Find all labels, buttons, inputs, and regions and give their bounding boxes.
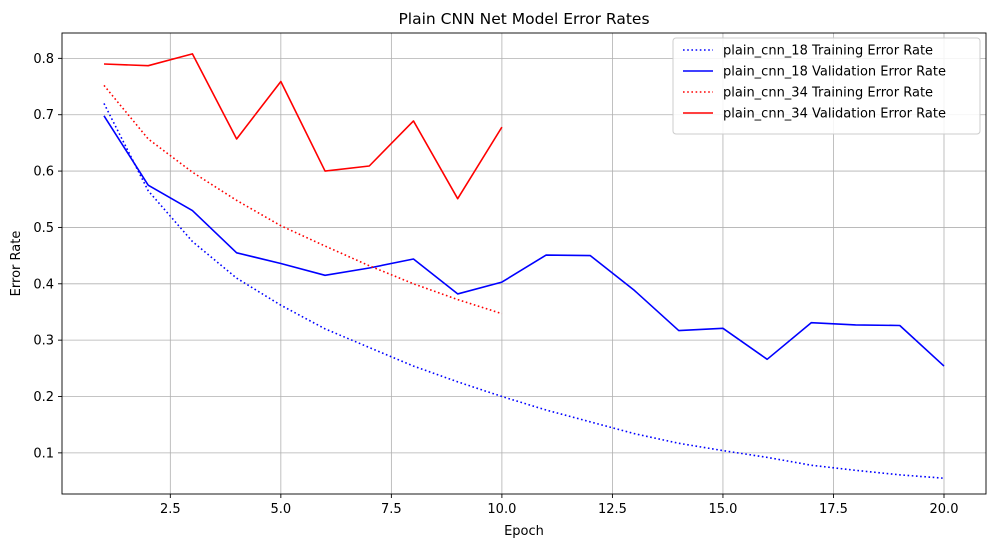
y-tick-label: 0.3 <box>33 334 54 349</box>
plot-area <box>61 32 987 495</box>
legend-entry: plain_cnn_18 Validation Error Rate <box>723 65 946 80</box>
x-axis-label: Epoch <box>504 524 544 539</box>
series-line-4 <box>103 53 503 200</box>
y-tick-label: 0.2 <box>33 390 54 405</box>
series-layer <box>103 53 945 480</box>
series-line-3 <box>103 84 503 315</box>
y-tick-label: 0.8 <box>33 52 54 67</box>
y-tick-label: 0.4 <box>33 277 54 292</box>
legend-entry: plain_cnn_18 Training Error Rate <box>723 44 933 59</box>
y-tick-label: 0.5 <box>33 221 54 236</box>
y-axis: 0.1 0.2 0.3 0.4 0.5 0.6 0.7 0.8 <box>33 52 62 461</box>
legend-entry: plain_cnn_34 Training Error Rate <box>723 86 933 101</box>
legend: plain_cnn_18 Training Error Rate plain_cn… <box>672 37 981 135</box>
legend-box <box>672 37 981 135</box>
x-tick-label: 15.0 <box>708 502 737 517</box>
y-axis-label: Error Rate <box>9 231 24 297</box>
x-tick-label: 10.0 <box>487 502 516 517</box>
legend-entry: plain_cnn_34 Validation Error Rate <box>723 107 946 122</box>
x-tick-label: 5.0 <box>270 502 291 517</box>
x-tick-label: 7.5 <box>381 502 402 517</box>
x-tick-label: 20.0 <box>930 502 959 517</box>
x-tick-label: 2.5 <box>160 502 181 517</box>
x-tick-label: 12.5 <box>598 502 627 517</box>
series-line-1 <box>103 103 945 480</box>
x-axis: 2.5 5.0 7.5 10.0 12.5 15.0 17.5 20.0 <box>160 494 959 517</box>
y-tick-label: 0.7 <box>33 108 54 123</box>
x-tick-label: 17.5 <box>819 502 848 517</box>
y-tick-label: 0.6 <box>33 165 54 180</box>
chart-title: Plain CNN Net Model Error Rates <box>398 10 649 28</box>
y-tick-label: 0.1 <box>33 446 54 461</box>
series-line-2 <box>103 115 945 367</box>
